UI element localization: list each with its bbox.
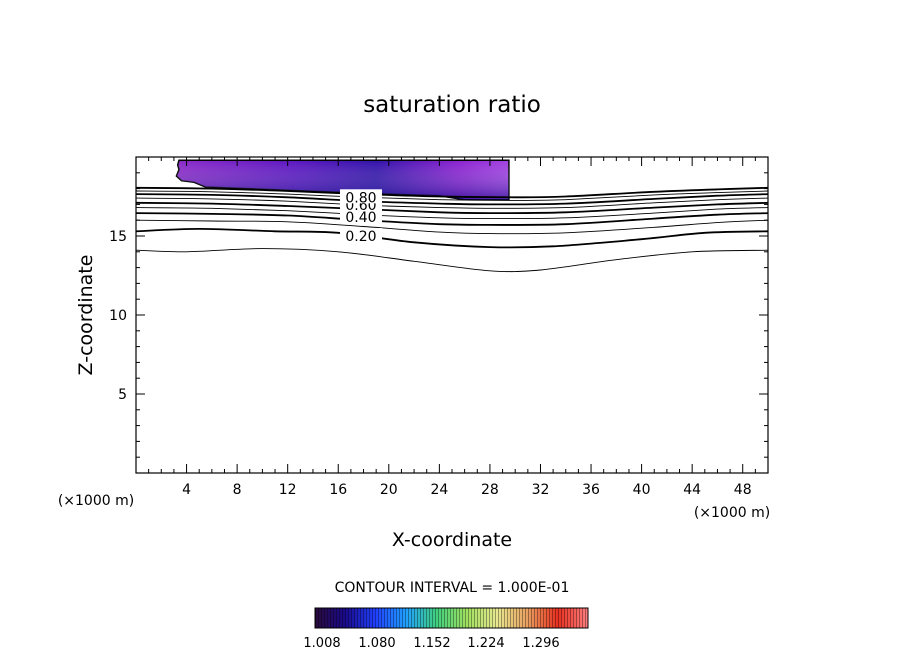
plot-area: 0.200.400.600.804 8 12 16 20 24 28 32 36 40 44 4851… <box>109 156 769 498</box>
y-tick-label: 10 <box>109 308 127 324</box>
x-tick-label: 16 <box>329 482 347 498</box>
contour-line-0.8 <box>135 193 769 206</box>
x-tick-label: 44 <box>683 482 701 498</box>
contour-line-0.3 <box>135 219 769 235</box>
colorbar-tick-label: 1.296 <box>522 636 559 651</box>
x-tick-label: 40 <box>633 482 651 498</box>
contour-label-bg <box>339 209 382 224</box>
contour-line-0.4 <box>135 212 769 226</box>
colorbar-tick-label: 1.008 <box>303 636 340 651</box>
contour-label: 0.20 <box>345 229 376 245</box>
colorbar-tick-label: 1.152 <box>413 636 450 651</box>
contour-interval-text: CONTOUR INTERVAL = 1.000E-01 <box>335 580 570 596</box>
x-tick-label: 20 <box>380 482 398 498</box>
y-tick-label: 5 <box>118 387 127 403</box>
x-tick-label: 32 <box>532 482 550 498</box>
supersaturation-shading <box>176 160 509 200</box>
contour-line-0.2 <box>135 227 769 249</box>
x-unit-left: (×1000 m) <box>58 493 134 509</box>
contour-line-0.5 <box>135 207 769 220</box>
contour-line-0.7 <box>135 197 769 209</box>
contour-line-1.0 <box>135 186 769 199</box>
colorbar-tick-label: 1.080 <box>358 636 395 651</box>
contour-line-0.1 <box>135 248 769 273</box>
x-axis-label: X-coordinate <box>392 529 512 551</box>
y-tick-label: 15 <box>109 229 127 245</box>
x-unit-right: (×1000 m) <box>694 505 770 521</box>
colorbar-stripes <box>315 608 588 628</box>
colorbar: 1.008 1.080 1.152 1.224 1.296 <box>303 607 589 651</box>
x-tick-label: 4 <box>182 482 191 498</box>
contour-label-bg <box>339 189 382 204</box>
contour-line-0.9 <box>135 190 769 201</box>
colorbar-frame <box>314 607 589 629</box>
x-tick-label: 36 <box>582 482 600 498</box>
y-axis-label: Z-coordinate <box>75 255 97 376</box>
contour-label-bg <box>339 228 382 242</box>
x-tick-label: 48 <box>734 482 752 498</box>
colorbar-tick-label: 1.224 <box>467 636 504 651</box>
x-tick-label: 28 <box>481 482 499 498</box>
x-tick-label: 24 <box>430 482 448 498</box>
x-tick-label: 12 <box>279 482 297 498</box>
contour-label: 0.80 <box>345 190 376 206</box>
chart-title: saturation ratio <box>363 92 541 118</box>
contour-line-0.6 <box>135 201 769 215</box>
contour-label: 0.40 <box>345 210 376 226</box>
x-tick-label: 8 <box>233 482 242 498</box>
